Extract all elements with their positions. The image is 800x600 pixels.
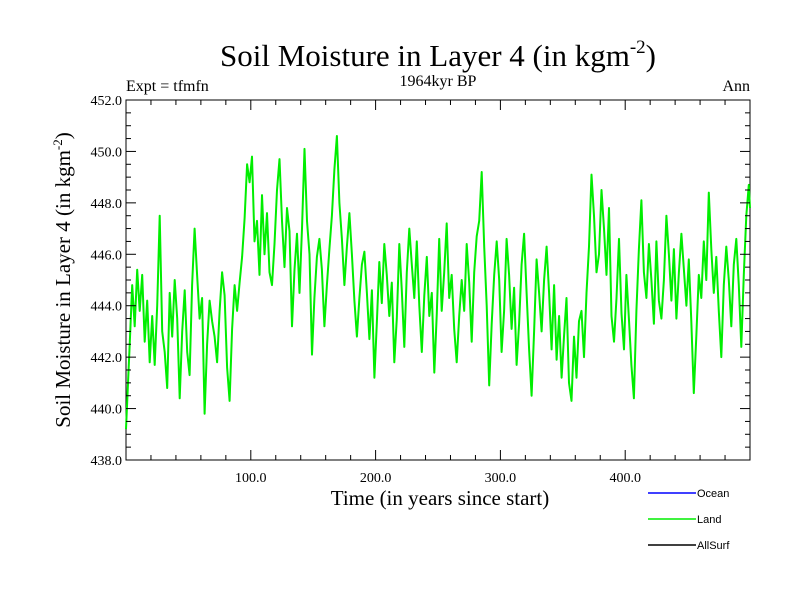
x-tick-label: 200.0 (360, 471, 392, 486)
chart-title: Soil Moisture in Layer 4 (in kgm-2) (220, 37, 656, 73)
chart-title-superscript: -2 (630, 37, 646, 58)
y-tick-label: 450.0 (91, 145, 123, 160)
chart-subtitle: 1964kyr BP (400, 73, 477, 90)
legend-label-allsurf: AllSurf (697, 540, 730, 552)
y-axis-label-close: ) (51, 132, 75, 139)
y-tick-label: 442.0 (91, 351, 123, 366)
series-line-land (125, 135, 751, 430)
legend-label-ocean: Ocean (697, 488, 729, 500)
legend: Ocean Land AllSurf (648, 488, 730, 552)
x-tick-label: 100.0 (235, 471, 267, 486)
y-tick-label: 448.0 (91, 197, 123, 212)
y-tick-label: 440.0 (91, 403, 123, 418)
x-axis: 100.0 200.0 300.0 400.0 (150, 100, 726, 486)
x-tick-label: 300.0 (485, 471, 517, 486)
y-axis-label: Soil Moisture in Layer 4 (in kgm-2) (50, 132, 75, 427)
x-tick-label: 400.0 (609, 471, 641, 486)
experiment-label: Expt = tfmfn (126, 78, 209, 95)
y-axis: 438.0 440.0 442.0 444.0 446.0 448.0 450.0 452.0 (91, 94, 750, 469)
y-tick-label: 438.0 (91, 454, 123, 469)
y-tick-label: 446.0 (91, 248, 123, 263)
x-axis-label: Time (in years since start) (331, 486, 550, 510)
y-tick-label: 444.0 (91, 300, 123, 315)
season-label: Ann (722, 78, 750, 95)
legend-label-land: Land (697, 514, 721, 526)
chart-title-close: ) (646, 38, 656, 73)
y-tick-label: 452.0 (91, 94, 123, 109)
y-axis-label-superscript: -2 (50, 139, 65, 150)
